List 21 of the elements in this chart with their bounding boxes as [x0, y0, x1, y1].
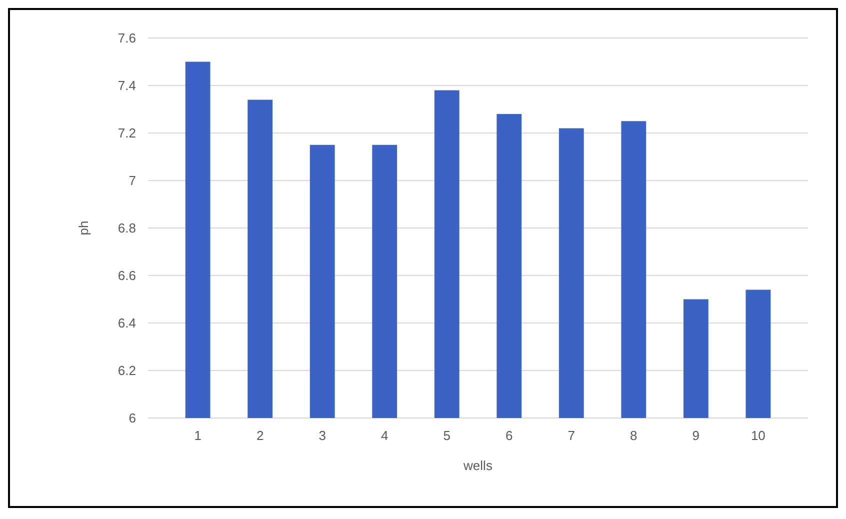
x-axis-title: wells	[462, 458, 493, 473]
x-tick-label: 3	[318, 428, 326, 443]
x-tick-label: 8	[630, 428, 638, 443]
y-tick-label: 6	[128, 410, 136, 426]
y-tick-label: 6.2	[118, 363, 136, 378]
x-tick-label: 1	[194, 428, 202, 443]
y-axis-title: ph	[76, 220, 91, 236]
x-tick-label: 4	[380, 428, 388, 443]
x-tick-label: 5	[443, 428, 450, 443]
y-tick-label: 6.6	[118, 268, 136, 284]
x-tick-label: 2	[256, 428, 264, 443]
y-tick-label: 7	[128, 173, 136, 188]
y-tick-label: 7.4	[118, 78, 136, 94]
y-tick-label: 6.8	[118, 220, 136, 236]
x-tick-label: 6	[506, 428, 513, 443]
x-tick-label: 7	[568, 428, 576, 443]
x-tick-label: 9	[692, 428, 700, 443]
x-tick-label: 10	[750, 428, 766, 443]
y-tick-label: 6.4	[118, 316, 136, 331]
y-tick-label: 7.6	[118, 30, 136, 46]
y-tick-label: 7.2	[118, 126, 136, 141]
